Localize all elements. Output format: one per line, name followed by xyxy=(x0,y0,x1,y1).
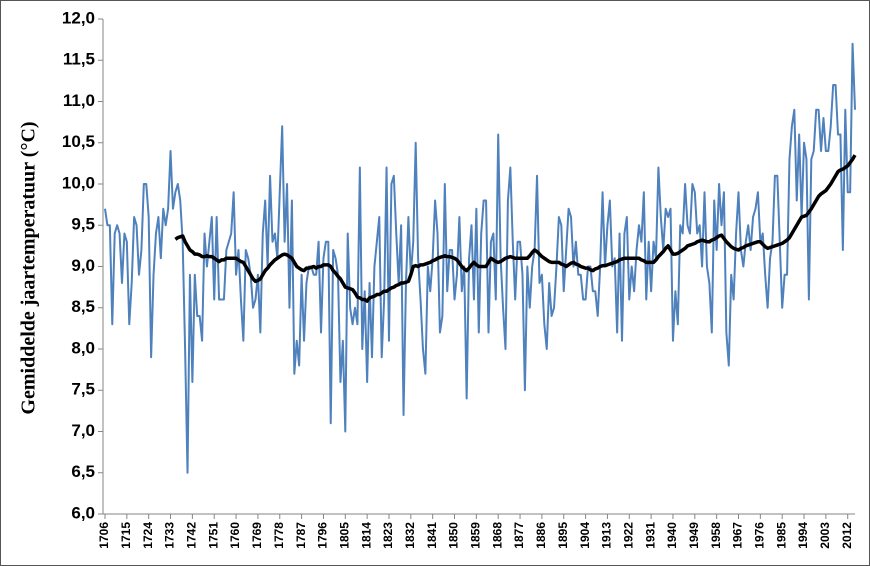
x-tick-label: 1913 xyxy=(600,522,614,549)
y-tick-label: 8,5 xyxy=(71,297,95,316)
x-tick-label: 1976 xyxy=(753,522,767,549)
y-tick-label: 6,5 xyxy=(71,462,95,481)
x-tick-label: 1823 xyxy=(381,522,395,549)
y-tick-label: 10,5 xyxy=(62,132,95,151)
x-tick-label: 1814 xyxy=(359,522,373,549)
y-tick-label: 9,0 xyxy=(71,256,95,275)
x-tick-label: 1877 xyxy=(512,522,526,549)
x-tick-label: 1760 xyxy=(228,522,242,549)
y-tick-label: 8,0 xyxy=(71,338,95,357)
x-tick-label: 1769 xyxy=(250,522,264,549)
y-tick-label: 12,0 xyxy=(62,8,95,27)
x-tick-label: 2012 xyxy=(840,522,854,549)
x-tick-label: 1985 xyxy=(774,522,788,549)
x-tick-label: 1796 xyxy=(316,522,330,549)
x-tick-label: 1886 xyxy=(534,522,548,549)
x-tick-label: 1859 xyxy=(469,522,483,549)
y-tick-label: 9,5 xyxy=(71,215,95,234)
x-tick-label: 1967 xyxy=(731,522,745,549)
y-tick-label: 11,0 xyxy=(63,91,95,110)
x-tick-label: 1724 xyxy=(141,522,155,549)
y-tick-label: 10,0 xyxy=(62,173,95,192)
annual-line xyxy=(104,42,856,474)
y-tick-label: 7,0 xyxy=(71,421,95,440)
x-tick-label: 1751 xyxy=(206,522,220,549)
x-tick-label: 1850 xyxy=(447,522,461,549)
x-tick-label: 2003 xyxy=(818,522,832,549)
x-tick-label: 1922 xyxy=(621,522,635,549)
x-tick-label: 1742 xyxy=(185,522,199,549)
x-tick-label: 1940 xyxy=(665,522,679,549)
x-tick-label: 1841 xyxy=(425,522,439,549)
x-tick-label: 1958 xyxy=(709,522,723,549)
x-tick-label: 1778 xyxy=(272,522,286,549)
x-tick-label: 1733 xyxy=(163,522,177,549)
x-tick-label: 1904 xyxy=(578,522,592,549)
moving-average-line xyxy=(174,154,857,303)
x-tick-label: 1706 xyxy=(97,522,111,549)
x-tick-label: 1787 xyxy=(294,522,308,549)
x-tick-label: 1994 xyxy=(796,522,810,549)
x-tick-label: 1931 xyxy=(643,522,657,549)
y-axis-label: Gemiddelde jaartemperatuur (°C) xyxy=(18,121,40,414)
x-tick-label: 1868 xyxy=(490,522,504,549)
x-tick-label: 1805 xyxy=(337,522,351,549)
x-tick-label: 1715 xyxy=(119,522,133,549)
x-tick-label: 1895 xyxy=(556,522,570,549)
y-tick-label: 7,5 xyxy=(71,380,95,399)
x-tick-label: 1832 xyxy=(403,522,417,549)
y-tick-label: 6,0 xyxy=(71,503,95,522)
y-tick-label: 11,5 xyxy=(63,50,95,69)
x-tick-label: 1949 xyxy=(687,522,701,549)
